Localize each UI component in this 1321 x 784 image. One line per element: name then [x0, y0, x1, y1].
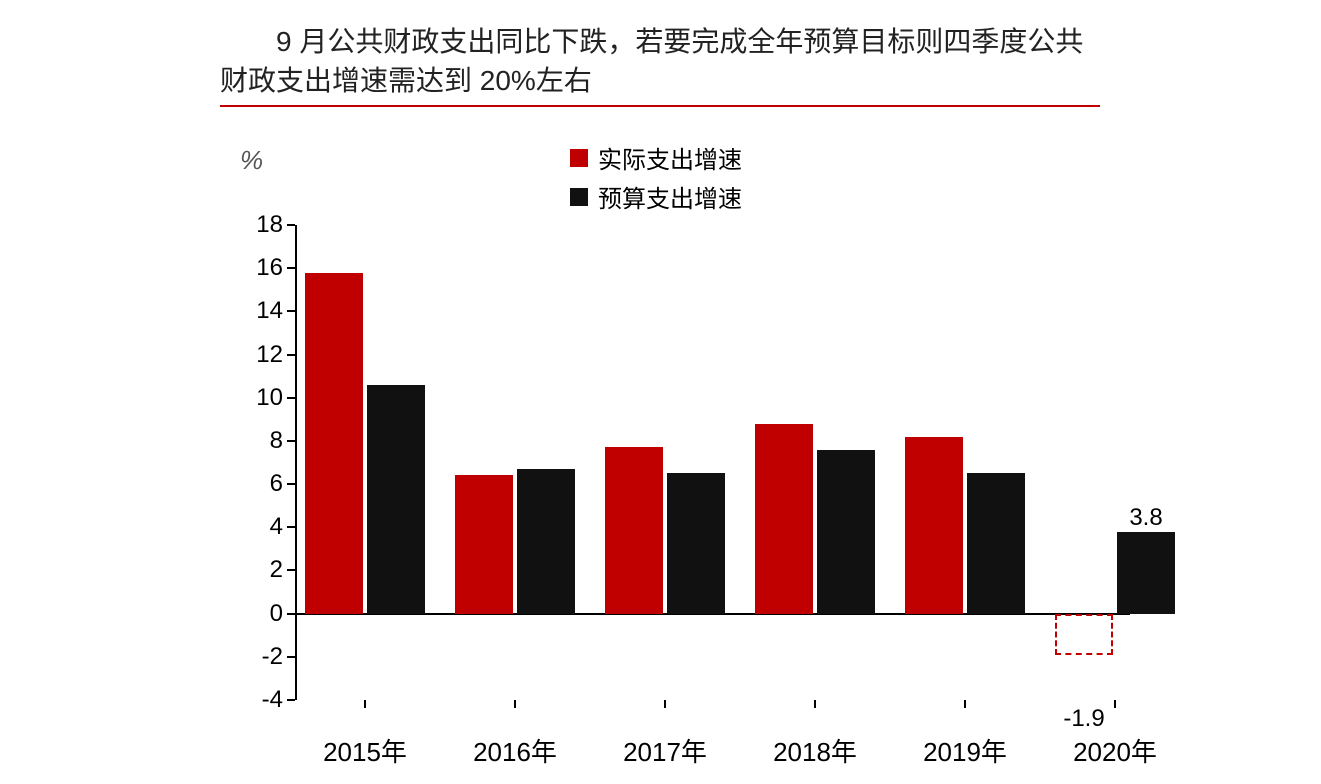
legend-swatch: [570, 149, 588, 167]
title-underline: [220, 105, 1100, 107]
y-tick: [287, 483, 295, 485]
y-tick: [287, 613, 295, 615]
x-tick: [664, 700, 666, 708]
x-tick-label: 2018年: [773, 732, 857, 769]
bar: [967, 473, 1025, 613]
y-tick-label: -2: [262, 643, 283, 671]
x-tick-label: 2015年: [323, 732, 407, 769]
y-tick-label: 0: [270, 600, 283, 628]
x-tick-label: 2019年: [923, 732, 1007, 769]
y-tick: [287, 656, 295, 658]
bar: [455, 475, 513, 613]
bar: [1117, 532, 1175, 614]
y-tick-label: 6: [270, 470, 283, 498]
x-tick: [1114, 700, 1116, 708]
y-tick: [287, 526, 295, 528]
bar: [667, 473, 725, 613]
bar: [817, 450, 875, 614]
legend-item: 预算支出增速: [570, 179, 742, 214]
legend-item: 实际支出增速: [570, 140, 742, 175]
bar: [1055, 614, 1113, 655]
y-tick: [287, 224, 295, 226]
y-tick-label: 18: [256, 211, 283, 239]
y-tick-label: 2: [270, 556, 283, 584]
y-tick: [287, 699, 295, 701]
y-tick-label: 12: [256, 341, 283, 369]
x-tick-label: 2016年: [473, 732, 557, 769]
y-axis-unit: %: [240, 145, 263, 176]
x-tick-label: 2020年: [1073, 732, 1157, 769]
y-tick-label: 8: [270, 427, 283, 455]
y-tick: [287, 267, 295, 269]
chart-plot-area: 181614121086420-2-42015年2016年2017年2018年2…: [295, 225, 1130, 700]
legend-swatch: [570, 188, 588, 206]
bar: [305, 273, 363, 614]
bar: [367, 385, 425, 614]
y-tick-label: 10: [256, 384, 283, 412]
x-tick: [814, 700, 816, 708]
x-tick: [364, 700, 366, 708]
y-axis: [295, 225, 297, 700]
x-tick: [514, 700, 516, 708]
bar: [755, 424, 813, 614]
legend-label: 实际支出增速: [598, 140, 742, 175]
y-tick-label: -4: [262, 686, 283, 714]
y-tick: [287, 310, 295, 312]
data-label: -1.9: [1063, 705, 1104, 733]
y-tick: [287, 440, 295, 442]
chart-legend: 实际支出增速预算支出增速: [570, 140, 742, 218]
y-tick: [287, 569, 295, 571]
y-tick: [287, 397, 295, 399]
bar: [605, 447, 663, 613]
bar: [517, 469, 575, 614]
y-tick-label: 14: [256, 297, 283, 325]
bar: [905, 437, 963, 614]
chart-title: 9 月公共财政支出同比下跌，若要完成全年预算目标则四季度公共财政支出增速需达到 …: [220, 22, 1100, 100]
y-tick-label: 16: [256, 254, 283, 282]
legend-label: 预算支出增速: [598, 179, 742, 214]
x-tick: [964, 700, 966, 708]
y-tick: [287, 354, 295, 356]
y-tick-label: 4: [270, 513, 283, 541]
data-label: 3.8: [1129, 504, 1162, 532]
x-tick-label: 2017年: [623, 732, 707, 769]
